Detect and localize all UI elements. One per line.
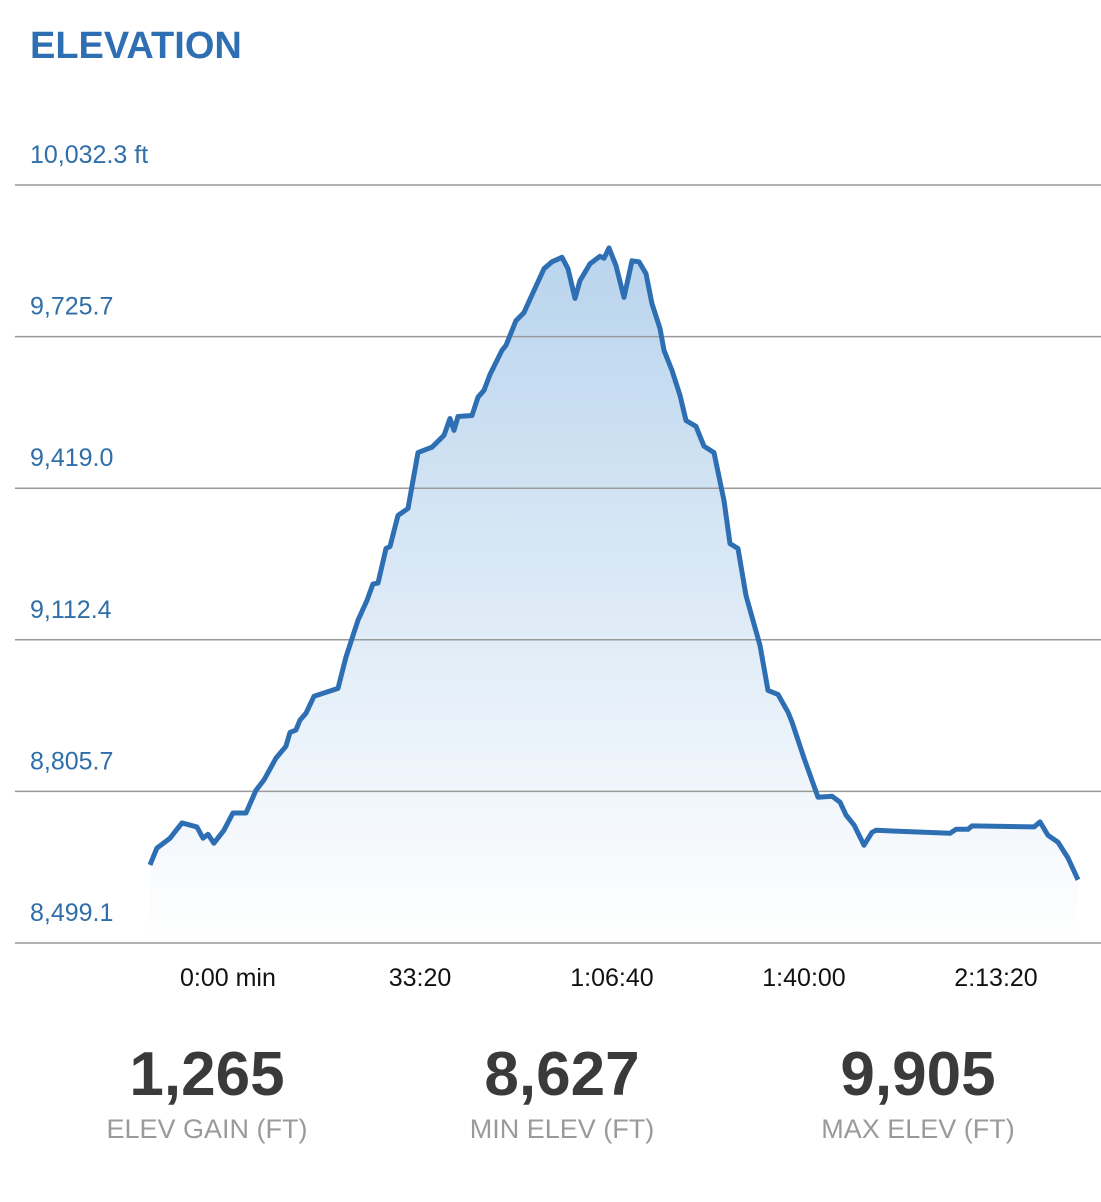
stat-value: 8,627 [484, 1040, 639, 1109]
y-tick-label: 9,112.4 [30, 596, 112, 624]
y-tick-label: 9,725.7 [30, 293, 113, 321]
y-tick-label: 10,032.3 ft [30, 141, 148, 169]
stat-label: MIN ELEV (FT) [470, 1114, 655, 1144]
x-tick-label: 1:06:40 [570, 964, 653, 992]
x-tick-label: 1:40:00 [762, 964, 845, 992]
x-tick-label: 2:13:20 [954, 964, 1037, 992]
x-tick-label: 33:20 [389, 964, 452, 992]
y-tick-label: 9,419.0 [30, 444, 113, 472]
y-tick-label: 8,805.7 [30, 747, 113, 775]
chart-title: ELEVATION [30, 25, 242, 67]
y-tick-label: 8,499.1 [30, 899, 113, 927]
stat-value: 1,265 [129, 1040, 284, 1109]
stat-value: 9,905 [840, 1040, 995, 1109]
stat-label: MAX ELEV (FT) [821, 1114, 1015, 1144]
area-fill [150, 247, 1078, 943]
x-tick-label: 0:00 min [180, 964, 276, 992]
stat-label: ELEV GAIN (FT) [106, 1114, 307, 1144]
elevation-line [147, 245, 1081, 881]
